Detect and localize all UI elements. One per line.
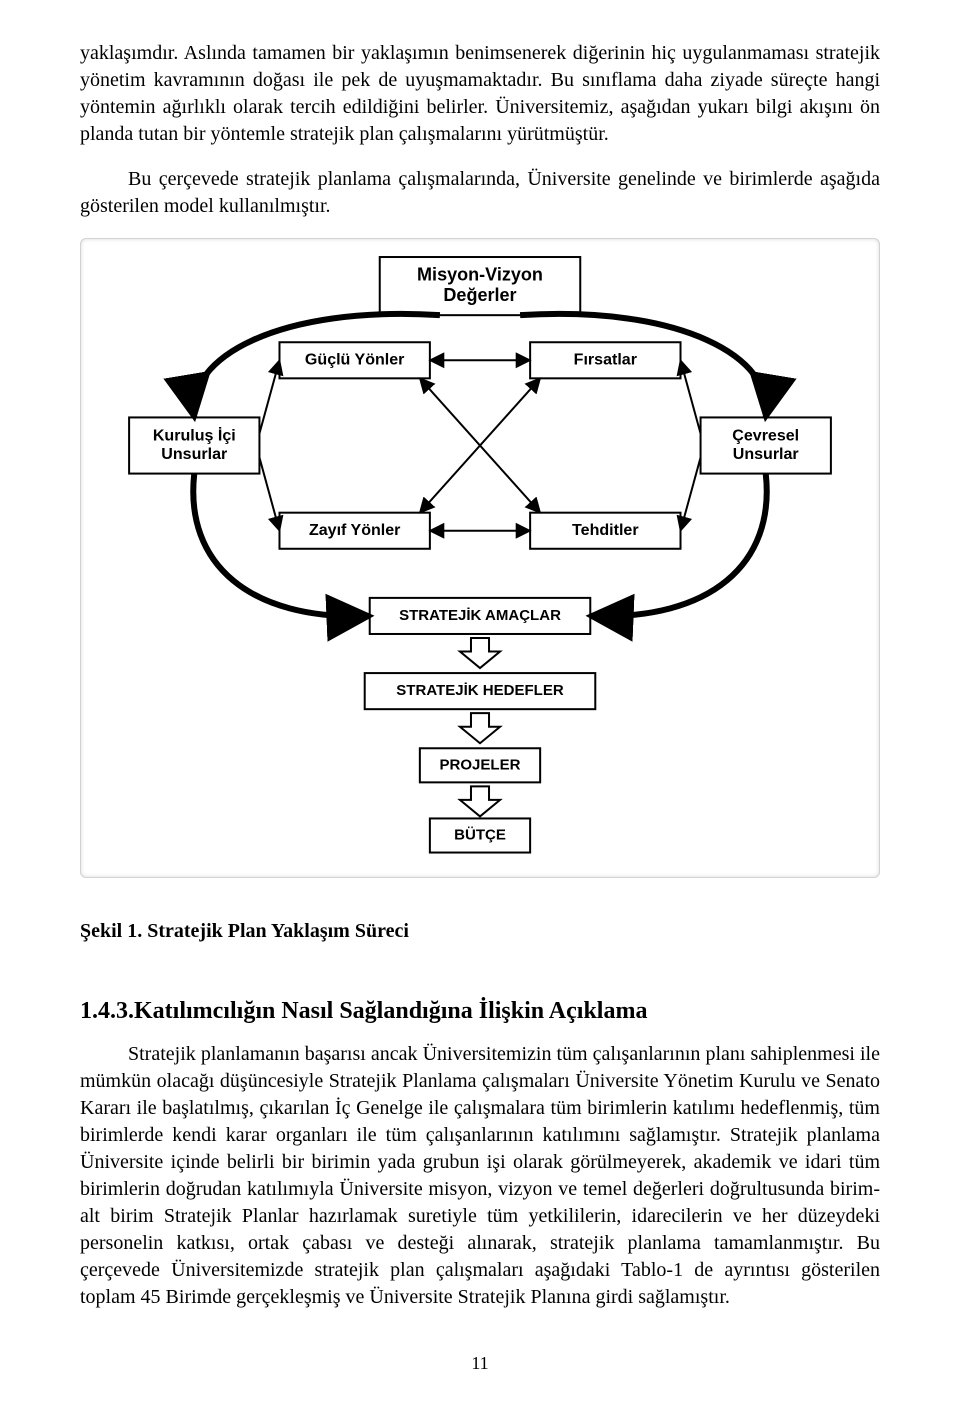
svg-text:Değerler: Değerler [443,285,516,305]
strategy-flowchart: Misyon-VizyonDeğerler Güçlü Yönler Fırsatl… [89,247,871,869]
svg-text:Unsurlar: Unsurlar [161,445,227,463]
svg-text:STRATEJİK AMAÇLAR: STRATEJİK AMAÇLAR [399,607,561,624]
svg-text:Tehditler: Tehditler [572,521,639,539]
svg-text:Kuruluş İçi: Kuruluş İçi [153,427,236,445]
svg-text:BÜTÇE: BÜTÇE [454,826,506,843]
page-number: 11 [80,1351,880,1375]
svg-text:PROJELER: PROJELER [440,756,521,773]
svg-text:Misyon-Vizyon: Misyon-Vizyon [417,264,543,284]
svg-text:Zayıf Yönler: Zayıf Yönler [309,521,400,539]
figure-caption: Şekil 1. Stratejik Plan Yaklaşım Süreci [80,918,880,945]
svg-text:Güçlü Yönler: Güçlü Yönler [305,351,404,369]
intro-paragraph-2: Bu çerçevede stratejik planlama çalışmal… [80,166,880,220]
intro-paragraph-1: yaklaşımdır. Aslında tamamen bir yaklaşı… [80,40,880,148]
svg-text:Çevresel: Çevresel [732,427,799,445]
diagram-container: Misyon-VizyonDeğerler Güçlü Yönler Fırsatl… [80,238,880,878]
body-paragraph: Stratejik planlamanın başarısı ancak Üni… [80,1041,880,1311]
svg-text:Unsurlar: Unsurlar [733,445,799,463]
section-heading: 1.4.3.Katılımcılığın Nasıl Sağlandığına … [80,995,880,1027]
svg-text:Fırsatlar: Fırsatlar [574,351,637,369]
svg-text:STRATEJİK HEDEFLER: STRATEJİK HEDEFLER [396,682,564,699]
